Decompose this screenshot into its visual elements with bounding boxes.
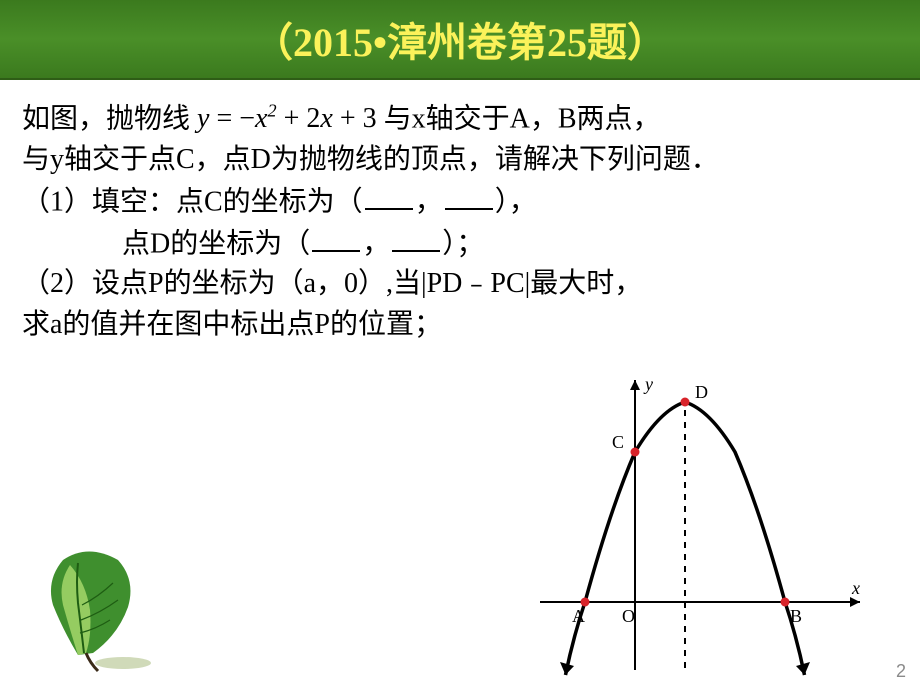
label-C: C bbox=[612, 432, 624, 452]
x-arrow bbox=[850, 597, 860, 607]
q1-line-2: 点D的坐标为（ ， ）； bbox=[22, 223, 898, 265]
page-title: （2015•漳州卷第25题） bbox=[253, 10, 667, 68]
text: 点D的坐标为（ bbox=[122, 228, 310, 259]
q2-line-2: 求a的值并在图中标出点P的位置； bbox=[22, 305, 898, 346]
problem-text: 如图，抛物线 y = −x2 + 2x + 3 与x轴交于A，B两点， 与y轴交… bbox=[0, 80, 920, 346]
blank bbox=[445, 181, 493, 210]
y-arrow bbox=[630, 380, 640, 390]
parabola-curve bbox=[566, 402, 805, 675]
page-number: 2 bbox=[896, 661, 906, 682]
point-D bbox=[681, 398, 690, 407]
text: ）； bbox=[442, 228, 484, 259]
point-B bbox=[781, 598, 790, 607]
point-C bbox=[631, 448, 640, 457]
text: （1）填空：点C的坐标为（ bbox=[22, 186, 363, 217]
leaf-decoration bbox=[8, 535, 168, 675]
blank bbox=[365, 181, 413, 210]
text: 与x轴交于A，B两点， bbox=[384, 103, 661, 134]
label-A: A bbox=[572, 606, 585, 626]
line-2: 与y轴交于点C，点D为抛物线的顶点，请解决下列问题． bbox=[22, 140, 898, 181]
line-1: 如图，抛物线 y = −x2 + 2x + 3 与x轴交于A，B两点， bbox=[22, 98, 898, 140]
blank bbox=[392, 223, 440, 252]
label-x: x bbox=[851, 578, 860, 598]
text: ）， bbox=[495, 186, 537, 217]
q2-line-1: （2）设点P的坐标为（a，0）,当|PD﹣PC|最大时， bbox=[22, 264, 898, 305]
text: 如图，抛物线 bbox=[22, 103, 190, 134]
label-O: O bbox=[622, 606, 635, 626]
blank bbox=[312, 223, 360, 252]
q1-line-1: （1）填空：点C的坐标为（ ， ）， bbox=[22, 181, 898, 223]
text: ， bbox=[362, 228, 390, 259]
title-bar: （2015•漳州卷第25题） bbox=[0, 0, 920, 80]
formula: y = −x2 + 2x + 3 bbox=[197, 103, 377, 134]
label-D: D bbox=[695, 382, 708, 402]
text: ， bbox=[415, 186, 443, 217]
label-y: y bbox=[643, 374, 653, 394]
parabola-graph: y x A O B C D bbox=[530, 370, 870, 680]
label-B: B bbox=[790, 606, 802, 626]
